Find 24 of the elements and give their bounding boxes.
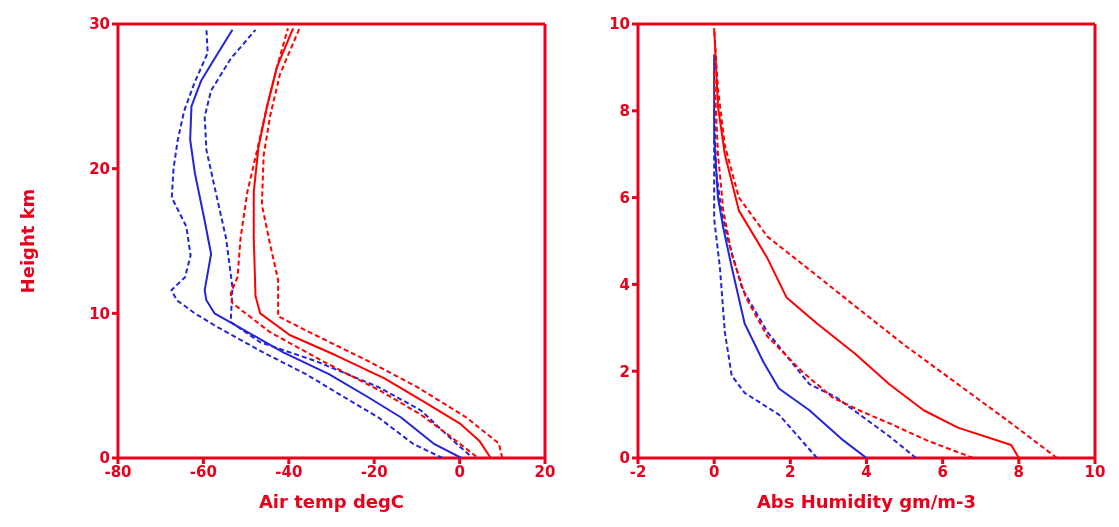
- y-tick-label: 20: [89, 159, 110, 178]
- x-tick-label: -2: [629, 462, 647, 481]
- x-tick-label: -60: [189, 462, 217, 481]
- x-tick-label: 6: [937, 462, 948, 481]
- x-tick-label: 4: [861, 462, 872, 481]
- x-tick-label: 2: [785, 462, 796, 481]
- y-tick-label: 10: [89, 304, 110, 323]
- x-tick-label: -40: [275, 462, 303, 481]
- y-tick-label: 30: [89, 15, 110, 34]
- y-tick-label: 6: [619, 188, 630, 207]
- x-axis-title: Air temp degC: [258, 491, 405, 512]
- y-tick-label: 8: [619, 102, 630, 121]
- y-tick-label: 2: [619, 362, 630, 381]
- x-tick-label: 0: [454, 462, 465, 481]
- x-tick-label: 10: [1084, 462, 1106, 481]
- y-tick-label: 4: [619, 275, 630, 294]
- y-tick-label: 10: [609, 15, 630, 34]
- x-tick-label: 8: [1013, 462, 1025, 481]
- x-tick-label: 20: [534, 462, 556, 481]
- x-axis-title: Abs Humidity gm/m-3: [756, 491, 977, 512]
- y-axis-title: Height km: [17, 188, 39, 294]
- x-tick-label: -20: [360, 462, 388, 481]
- x-tick-label: 0: [708, 462, 720, 481]
- y-tick-label: 0: [619, 449, 630, 468]
